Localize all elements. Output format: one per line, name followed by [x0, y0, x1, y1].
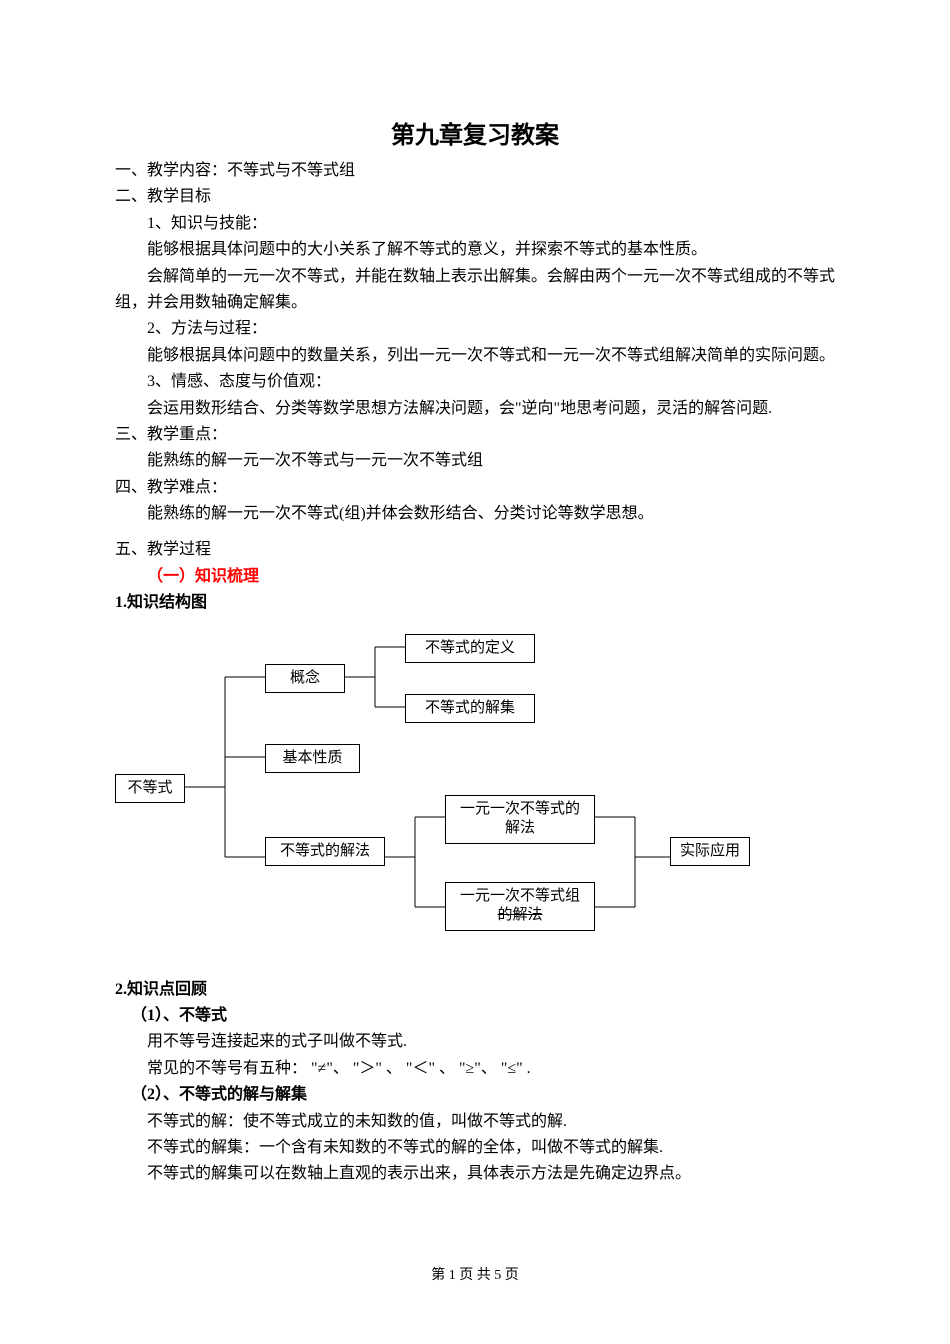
line-section1: （一）知识梳理 — [115, 564, 835, 590]
node-linear-ineq: 一元一次不等式的解法 — [445, 795, 595, 844]
page-footer: 第 1 页 共 5 页 — [0, 1264, 950, 1284]
node-definition: 不等式的定义 — [405, 634, 535, 664]
node-linear-ineq-group: 一元一次不等式组 的解法 — [445, 882, 595, 931]
node-basic-props: 基本性质 — [265, 744, 360, 774]
node-concept: 概念 — [265, 664, 345, 694]
node-application: 实际应用 — [670, 837, 750, 867]
line-sub2-head: （2）、不等式的解与解集 — [115, 1082, 835, 1108]
line-sub1-head: （1）、不等式 — [115, 1003, 835, 1029]
line-diff-body: 能熟练的解一元一次不等式(组)并体会数形结合、分类讨论等数学思想。 — [115, 501, 835, 527]
line-process-head: 五、教学过程 — [115, 537, 835, 563]
line-goal2-body: 能够根据具体问题中的数量关系，列出一元一次不等式和一元一次不等式组解决简单的实际… — [115, 343, 835, 369]
line-sub1-body1: 用不等号连接起来的式子叫做不等式. — [115, 1029, 835, 1055]
node-linear-ineq-group-l1: 一元一次不等式组 — [460, 887, 580, 907]
line-goal1-head: 1、知识与技能： — [115, 211, 835, 237]
line-sub2-body1: 不等式的解：使不等式成立的未知数的值，叫做不等式的解. — [115, 1109, 835, 1135]
line-goal3-body: 会运用数形结合、分类等数学思想方法解决问题，会"逆向"地思考问题，灵活的解答问题… — [115, 396, 835, 422]
knowledge-structure-diagram: 不等式 概念 基本性质 不等式的解法 不等式的定义 不等式的解集 一元一次不等式… — [115, 627, 835, 967]
line-sub2-body2: 不等式的解集：一个含有未知数的不等式的解的全体，叫做不等式的解集. — [115, 1135, 835, 1161]
line-goal1-body2: 会解简单的一元一次不等式，并能在数轴上表示出解集。会解由两个一元一次不等式组成的… — [115, 264, 835, 317]
line-structure-head: 1.知识结构图 — [115, 590, 835, 616]
line-goals-head: 二、教学目标 — [115, 184, 835, 210]
node-solution-set: 不等式的解集 — [405, 694, 535, 724]
node-linear-ineq-group-l2: 的解法 — [497, 906, 542, 926]
page-content: 第九章复习教案 一、教学内容：不等式与不等式组 二、教学目标 1、知识与技能： … — [0, 0, 950, 1188]
line-sub2-body3: 不等式的解集可以在数轴上直观的表示出来，具体表示方法是先确定边界点。 — [115, 1161, 835, 1187]
line-goal2-head: 2、方法与过程： — [115, 316, 835, 342]
line-keypoint-body: 能熟练的解一元一次不等式与一元一次不等式组 — [115, 448, 835, 474]
line-diff-head: 四、教学难点： — [115, 475, 835, 501]
line-goal1-body1: 能够根据具体问题中的大小关系了解不等式的意义，并探索不等式的基本性质。 — [115, 237, 835, 263]
line-keypoint-head: 三、教学重点： — [115, 422, 835, 448]
node-inequality: 不等式 — [115, 774, 185, 804]
line-sub1-body2: 常见的不等号有五种： "≠"、 "＞" 、 "＜" 、 "≥"、 "≤" . — [115, 1056, 835, 1082]
line-goal3-head: 3、情感、态度与价值观： — [115, 369, 835, 395]
line-content-topic: 一、教学内容：不等式与不等式组 — [115, 158, 835, 184]
doc-title: 第九章复习教案 — [115, 115, 835, 150]
line-review-head: 2.知识点回顾 — [115, 977, 835, 1003]
node-solving: 不等式的解法 — [265, 837, 385, 867]
